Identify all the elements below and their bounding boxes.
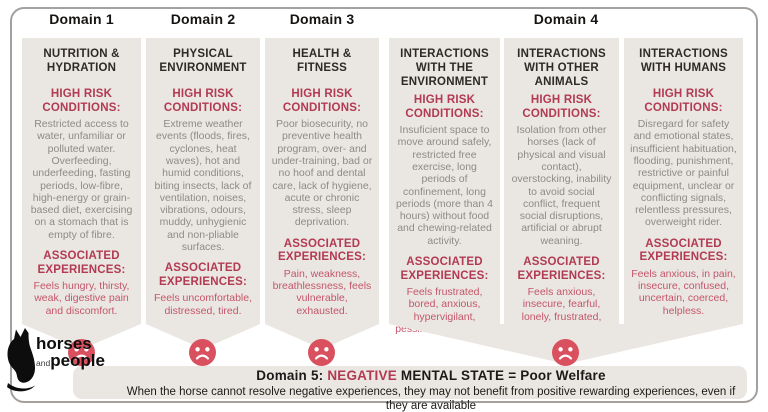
associated-experiences-text: Feels uncomfortable, distressed, tired. [153, 292, 253, 317]
domain-3-label: Domain 3 [289, 11, 355, 27]
column-title: NUTRITION & HYDRATION [43, 48, 120, 75]
column-interactions-other-animals: INTERACTIONS WITH OTHER ANIMALS HIGH RIS… [504, 38, 619, 347]
column-interactions-humans: INTERACTIONS WITH HUMANS HIGH RISK CONDI… [624, 38, 743, 324]
domain5-prefix: Domain 5: [256, 368, 328, 383]
associated-experiences-label: ASSOCIATED EXPERIENCES: [277, 237, 367, 264]
high-risk-conditions-label: HIGH RISK CONDITIONS: [282, 88, 362, 114]
high-risk-conditions-label: HIGH RISK CONDITIONS: [163, 88, 243, 114]
column-health-fitness: HEALTH & FITNESS HIGH RISK CONDITIONS: P… [265, 38, 379, 324]
logo-word-horses: horses [36, 334, 92, 353]
logo-text: horses andpeople [36, 335, 105, 370]
domain-1-label: Domain 1 [49, 11, 114, 27]
high-risk-conditions-text: Insuficient space to move around safely,… [396, 124, 493, 247]
column-title: INTERACTIONS WITH THE ENVIRONMENT [400, 48, 489, 89]
associated-experiences-text: Feels hungry, thirsty, weak, digestive p… [33, 280, 130, 317]
associated-experiences-label: ASSOCIATED EXPERIENCES: [517, 255, 606, 282]
high-risk-conditions-label: HIGH RISK CONDITIONS: [522, 94, 601, 120]
high-risk-conditions-label: HIGH RISK CONDITIONS: [42, 88, 121, 114]
associated-experiences-label: ASSOCIATED EXPERIENCES: [158, 262, 248, 288]
logo-word-and: and [36, 358, 51, 368]
column-title: HEALTH & FITNESS [292, 48, 352, 75]
domain-2-label: Domain 2 [170, 11, 236, 27]
high-risk-conditions-text: Restricted access to water, unfamiliar o… [30, 118, 133, 241]
sad-face-icon [308, 339, 335, 366]
high-risk-conditions-label: HIGH RISK CONDITIONS: [644, 88, 723, 114]
high-risk-conditions-text: Extreme weather events (floods, fires, c… [154, 118, 252, 253]
high-risk-conditions-label: HIGH RISK CONDITIONS: [405, 94, 484, 120]
domain5-negative-word: NEGATIVE [327, 368, 397, 383]
footer-note: When the horse cannot resolve negative e… [126, 385, 736, 412]
sad-face-icon [189, 339, 216, 366]
associated-experiences-text: Pain, weakness, breathlessness, feels vu… [272, 267, 372, 317]
column-title: INTERACTIONS WITH OTHER ANIMALS [517, 48, 606, 89]
domain5-suffix: MENTAL STATE = Poor Welfare [396, 368, 606, 383]
horses-and-people-logo: horses andpeople [5, 327, 125, 399]
associated-experiences-label: ASSOCIATED EXPERIENCES: [400, 255, 489, 282]
domain5-title: Domain 5: NEGATIVE MENTAL STATE = Poor W… [119, 368, 743, 384]
logo-word-people: people [50, 351, 105, 370]
associated-experiences-label: ASSOCIATED EXPERIENCES: [37, 249, 126, 276]
sad-face-icon [68, 339, 95, 366]
sad-face-icon [552, 339, 579, 366]
horse-head-logo-icon [7, 328, 35, 392]
domain5-footer-band: Domain 5: NEGATIVE MENTAL STATE = Poor W… [73, 366, 747, 412]
column-nutrition-hydration: NUTRITION & HYDRATION HIGH RISK CONDITIO… [22, 38, 141, 324]
high-risk-conditions-text: Isolation from other horses (lack of phy… [511, 124, 612, 247]
high-risk-conditions-text: Poor biosecurity, no preventive health p… [271, 118, 373, 229]
column-title: PHYSICAL ENVIRONMENT [159, 48, 247, 75]
column-title: INTERACTIONS WITH HUMANS [639, 48, 728, 75]
associated-experiences-label: ASSOCIATED EXPERIENCES: [639, 237, 728, 264]
high-risk-conditions-text: Disregard for safety and emotional state… [630, 118, 737, 229]
column-interactions-environment: INTERACTIONS WITH THE ENVIRONMENT HIGH R… [389, 38, 500, 335]
associated-experiences-text: Feels anxious, in pain, insecure, confus… [631, 267, 736, 317]
column-physical-environment: PHYSICAL ENVIRONMENT HIGH RISK CONDITION… [146, 38, 260, 324]
domain-4-label: Domain 4 [533, 11, 599, 27]
